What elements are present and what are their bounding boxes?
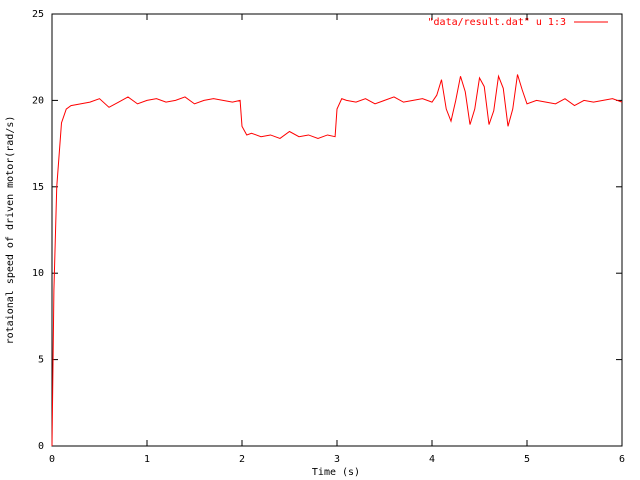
- y-tick-label: 25: [32, 9, 44, 20]
- x-tick-label: 4: [429, 454, 435, 465]
- y-tick-label: 15: [32, 182, 44, 193]
- x-tick-label: 6: [619, 454, 625, 465]
- x-tick-label: 1: [144, 454, 150, 465]
- x-tick-label: 5: [524, 454, 530, 465]
- y-tick-label: 10: [32, 268, 44, 279]
- y-tick-label: 5: [38, 355, 44, 366]
- x-tick-label: 0: [49, 454, 55, 465]
- x-tick-label: 3: [334, 454, 340, 465]
- y-tick-label: 20: [32, 95, 44, 106]
- legend-label: "data/result.dat" u 1:3: [428, 17, 566, 28]
- data-line: [51, 74, 623, 447]
- x-axis-label: Time (s): [312, 467, 360, 478]
- x-tick-label: 2: [239, 454, 245, 465]
- y-axis-label: rotaional speed of driven motor(rad/s): [5, 116, 16, 345]
- y-tick-label: 0: [38, 441, 44, 452]
- plot-frame: [51, 13, 623, 447]
